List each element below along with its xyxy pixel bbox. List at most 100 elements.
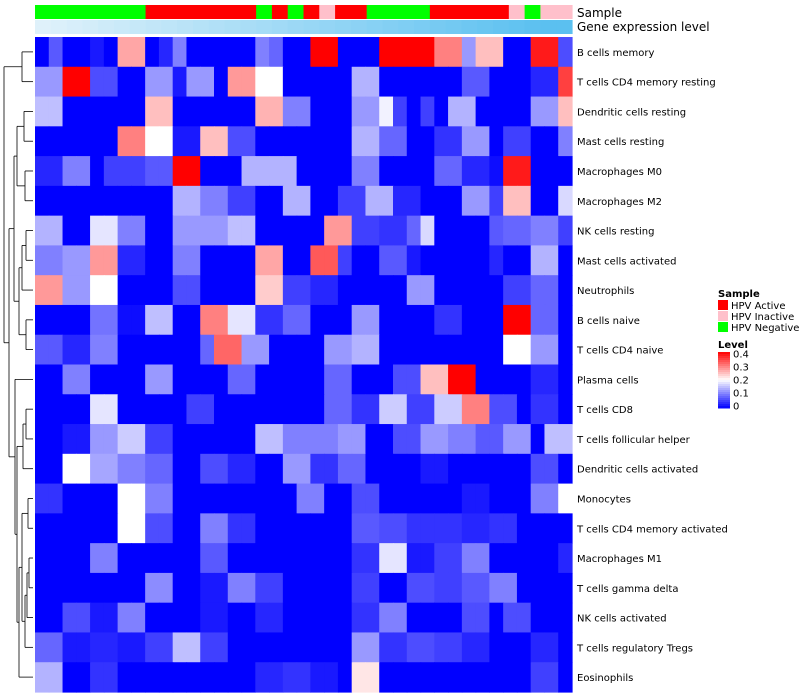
heatmap-cell xyxy=(544,185,559,217)
heatmap-cell xyxy=(186,394,201,425)
heatmap-cell xyxy=(558,602,573,634)
heatmap-cell xyxy=(448,185,463,217)
heatmap-cell xyxy=(324,662,339,693)
heatmap-cell xyxy=(48,245,64,276)
heatmap-cell xyxy=(158,37,174,68)
heatmap-cell xyxy=(35,334,50,366)
heatmap-cell xyxy=(90,156,105,187)
heatmap-cell xyxy=(200,602,215,634)
heatmap-cell xyxy=(76,126,91,157)
heatmap-cell xyxy=(558,364,573,395)
heatmap-cell xyxy=(269,37,284,68)
heatmap-cell xyxy=(269,543,284,574)
heatmap-cell xyxy=(62,215,77,247)
heatmap-cell xyxy=(186,185,201,217)
heatmap-cell xyxy=(48,483,64,514)
colorbar-segment xyxy=(718,406,730,409)
heatmap-cell xyxy=(365,453,380,485)
heatmap-cell xyxy=(117,96,132,127)
heatmap-cell xyxy=(337,632,353,663)
heatmap-cell xyxy=(461,96,477,127)
heatmap-cell xyxy=(35,513,50,544)
heatmap-cell xyxy=(255,453,270,485)
heatmap-cell xyxy=(227,185,243,217)
row-label: Macrophages M0 xyxy=(577,167,662,178)
heatmap-cell xyxy=(420,662,435,693)
heatmap-cell xyxy=(186,126,201,157)
expression-annotation-cell xyxy=(208,20,226,34)
heatmap-cell xyxy=(516,364,532,395)
heatmap-cell xyxy=(227,543,243,574)
heatmap-cell xyxy=(434,275,449,306)
heatmap-cell xyxy=(489,483,504,514)
heatmap-cell xyxy=(172,126,188,157)
colorbar-segment xyxy=(718,354,730,357)
colorbar-tick-label: 0.3 xyxy=(733,363,749,374)
heatmap-cell xyxy=(516,126,532,157)
heatmap-cell xyxy=(76,394,91,425)
heatmap-cell xyxy=(475,215,490,247)
row-label: Plasma cells xyxy=(577,375,639,386)
heatmap-cell xyxy=(379,215,394,247)
heatmap-cell xyxy=(310,66,325,98)
legend-swatch xyxy=(718,300,728,310)
heatmap-cell xyxy=(103,453,119,485)
expression-annotation-cell xyxy=(240,20,257,34)
heatmap-cell xyxy=(227,66,243,98)
expression-annotation-cell xyxy=(161,20,178,34)
heatmap-cell xyxy=(406,513,422,544)
heatmap-cell xyxy=(503,215,518,247)
heatmap-cell xyxy=(269,662,284,693)
heatmap-cell xyxy=(406,275,422,306)
heatmap-cell xyxy=(172,662,188,693)
heatmap-cell xyxy=(186,572,201,604)
heatmap-cell xyxy=(214,126,229,157)
heatmap-cell xyxy=(186,632,201,663)
heatmap-cell xyxy=(516,66,532,98)
heatmap-cell xyxy=(544,394,559,425)
heatmap-cell xyxy=(379,513,394,544)
heatmap-cell xyxy=(269,275,284,306)
expression-annotation-cell xyxy=(350,20,368,34)
heatmap-cell xyxy=(296,364,311,395)
heatmap-cell xyxy=(379,453,394,485)
heatmap-cell xyxy=(489,275,504,306)
legend-swatch xyxy=(718,311,728,321)
heatmap-cell xyxy=(282,394,298,425)
heatmap-cell xyxy=(241,126,256,157)
heatmap-cell xyxy=(516,572,532,604)
heatmap-cell xyxy=(35,66,50,98)
heatmap-cell xyxy=(365,96,380,127)
heatmap-cell xyxy=(76,602,91,634)
heatmap-cell xyxy=(379,275,394,306)
heatmap-cell xyxy=(158,96,174,127)
heatmap-cell xyxy=(227,37,243,68)
heatmap-cell xyxy=(255,632,270,663)
heatmap-cell xyxy=(503,364,518,395)
heatmap-cell xyxy=(461,662,477,693)
expression-annotation-cell xyxy=(287,20,305,34)
expression-annotation-cell xyxy=(477,20,494,34)
heatmap-cell xyxy=(158,602,174,634)
heatmap-cell xyxy=(406,394,422,425)
heatmap-cell xyxy=(103,632,119,663)
heatmap-cell xyxy=(558,394,573,425)
heatmap-cell xyxy=(145,156,160,187)
heatmap-cell xyxy=(337,662,353,693)
expression-annotation-cell xyxy=(414,20,431,34)
heatmap-cell xyxy=(158,513,174,544)
heatmap-cell xyxy=(241,304,256,336)
heatmap-cells xyxy=(35,37,573,693)
expression-annotation-cell xyxy=(224,20,241,34)
heatmap-cell xyxy=(214,394,229,425)
heatmap-cell xyxy=(406,364,422,395)
colorbar-segment xyxy=(718,356,730,359)
heatmap-cell xyxy=(337,602,353,634)
sample-annotation-cell xyxy=(461,5,478,19)
heatmap-cell xyxy=(76,37,91,68)
heatmap-cell xyxy=(158,662,174,693)
heatmap-cell xyxy=(62,572,77,604)
heatmap-cell xyxy=(214,424,229,455)
heatmap-cell xyxy=(90,126,105,157)
heatmap-cell xyxy=(530,543,546,574)
